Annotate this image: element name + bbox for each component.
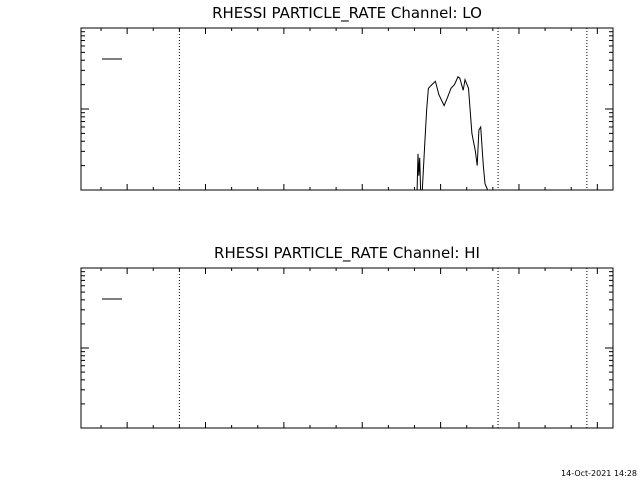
footer-timestamp: 14-Oct-2021 14:28 [561, 469, 637, 478]
series-line [416, 76, 489, 191]
chart-title: RHESSI PARTICLE_RATE Channel: HI [214, 244, 480, 263]
plot-frame [80, 267, 614, 429]
chart-title: RHESSI PARTICLE_RATE Channel: LO [212, 4, 482, 23]
plot-frame [80, 27, 614, 191]
